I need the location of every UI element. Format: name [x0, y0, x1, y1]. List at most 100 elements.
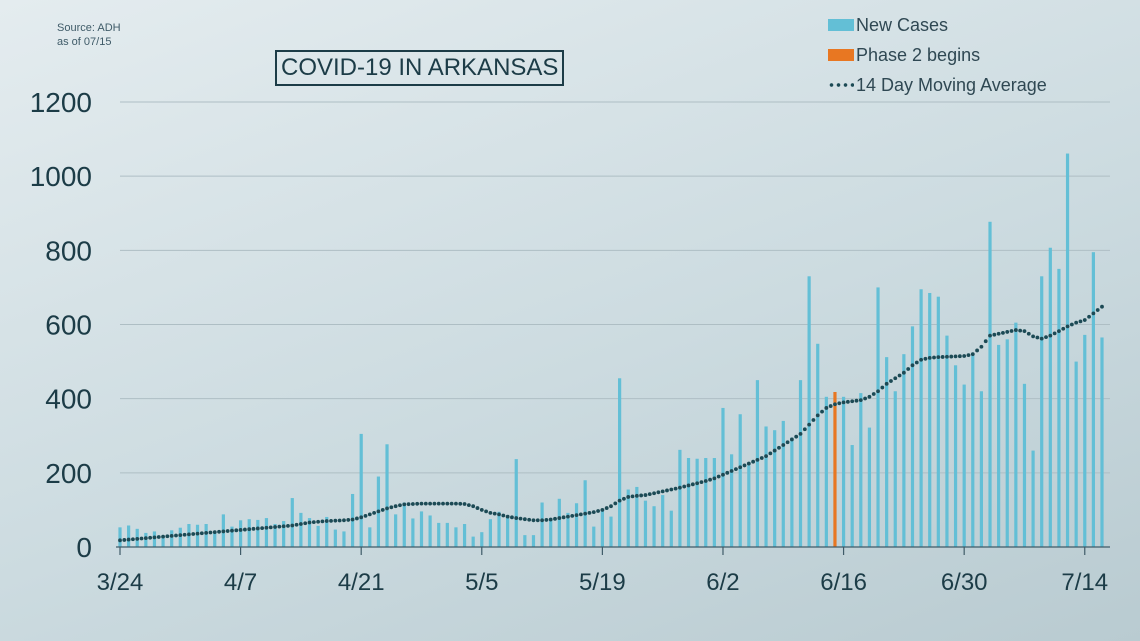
moving-average-point [897, 373, 902, 378]
moving-average-point [406, 502, 411, 507]
moving-average-point [781, 443, 786, 447]
moving-average-point [187, 532, 191, 537]
moving-average-point [678, 485, 682, 490]
moving-average-point [531, 518, 536, 523]
case-bar [841, 396, 846, 547]
moving-average-point [1031, 334, 1035, 339]
moving-average-point [1048, 333, 1053, 338]
moving-average-point [742, 463, 747, 468]
moving-average-point [527, 517, 532, 522]
moving-average-point [143, 536, 148, 540]
moving-average-point [458, 501, 463, 506]
moving-average-point [436, 501, 441, 506]
moving-average-point [699, 480, 704, 485]
moving-average-point [975, 348, 979, 353]
case-bar [540, 502, 544, 547]
moving-average-point [268, 525, 273, 530]
case-bar [988, 221, 992, 547]
moving-average-point [759, 456, 764, 460]
moving-average-point [854, 398, 859, 403]
moving-average-point [932, 355, 936, 360]
case-bar [910, 326, 915, 547]
moving-average-point [161, 534, 165, 539]
x-tick-label: 4/21 [338, 569, 385, 596]
moving-average-point [488, 510, 493, 515]
moving-average-point [212, 530, 217, 535]
moving-average-point [820, 409, 824, 414]
moving-average-point [910, 363, 915, 368]
moving-average-point [914, 360, 919, 365]
legend-label-phase2: Phase 2 begins [856, 44, 981, 65]
case-bar [247, 519, 251, 547]
moving-average-point [367, 512, 372, 517]
moving-average-point [1022, 329, 1027, 334]
moving-average-point [703, 479, 708, 483]
case-bar [1048, 247, 1052, 548]
case-bar [790, 437, 794, 547]
moving-average-point [1009, 329, 1014, 333]
moving-average-point [1018, 328, 1023, 333]
moving-average-point [656, 490, 661, 495]
moving-average-point [131, 537, 135, 542]
moving-average-point [475, 506, 480, 510]
moving-average-point [307, 520, 312, 525]
moving-average-point [1091, 311, 1096, 316]
moving-average-point [802, 427, 807, 432]
case-bar [118, 527, 122, 547]
moving-average-point [544, 518, 549, 522]
case-bar [282, 521, 286, 547]
moving-average-point [484, 509, 488, 514]
moving-average-point [613, 501, 618, 506]
case-bar [497, 511, 501, 547]
moving-average-point [510, 515, 514, 520]
moving-average-point [665, 488, 669, 493]
x-tick-label: 7/14 [1061, 569, 1108, 596]
moving-average-point [122, 538, 127, 542]
moving-average-point [342, 518, 346, 523]
moving-average-point [600, 508, 605, 512]
moving-average-point [927, 355, 932, 360]
moving-average-point [286, 523, 290, 528]
moving-average-point [936, 355, 941, 360]
moving-average-point [402, 502, 407, 507]
case-bar [747, 465, 751, 547]
case-bar [195, 524, 200, 547]
case-bar [807, 276, 811, 547]
moving-average-point [359, 515, 364, 520]
moving-average-point [298, 522, 303, 526]
x-tick-label: 6/16 [820, 569, 867, 596]
case-bar [661, 495, 665, 547]
moving-average-point [712, 476, 717, 481]
case-bar [979, 391, 984, 547]
moving-average-point [290, 523, 295, 528]
legend-item-moving-average: 14 Day Moving Average [828, 70, 1047, 100]
moving-average-point [1082, 318, 1087, 322]
case-bar [678, 449, 682, 547]
case-bar [359, 433, 363, 547]
case-bar [411, 518, 415, 547]
case-bar [170, 530, 174, 547]
moving-average-point [660, 489, 665, 494]
case-bar [600, 509, 604, 547]
case-bar [997, 344, 1001, 547]
case-bar [712, 458, 716, 547]
moving-average-point [445, 501, 450, 506]
moving-average-point [135, 536, 140, 541]
case-bar [549, 518, 553, 547]
case-bar [273, 524, 277, 547]
moving-average-point [372, 510, 377, 515]
moving-average-point [979, 344, 984, 349]
moving-average-point [1061, 326, 1066, 331]
phase2-swatch [828, 49, 854, 61]
moving-average-point [570, 513, 575, 518]
moving-average-point [243, 527, 247, 532]
moving-average-point [230, 528, 234, 533]
case-bar [333, 529, 337, 547]
case-bar [437, 522, 441, 547]
moving-average-point [191, 532, 196, 536]
new-cases-swatch [828, 19, 854, 31]
moving-average-point [182, 532, 187, 537]
moving-average-point [204, 531, 209, 535]
case-bar [480, 532, 484, 547]
